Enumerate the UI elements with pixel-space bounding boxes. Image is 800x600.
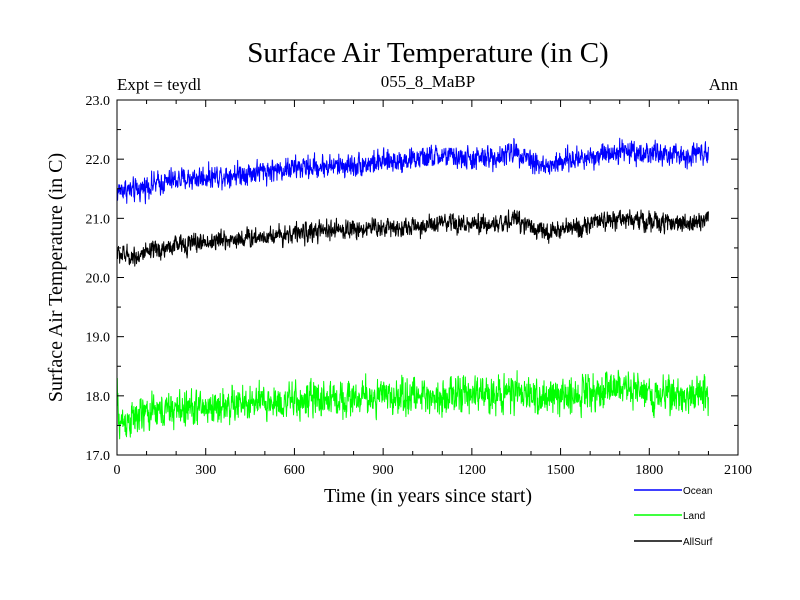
series-layer — [116, 137, 709, 440]
series-line-allsurf — [116, 209, 709, 267]
plot-frame — [116, 99, 739, 456]
ticks-layer: 0 300 600 900 1200 1500 1800 2100 17.0 18.0 19.0 20… — [86, 94, 753, 478]
legend-item-allsurf: AllSurf — [634, 537, 713, 548]
chart-title: Surface Air Temperature (in C) — [247, 37, 608, 69]
legend-label-ocean: Ocean — [683, 486, 712, 497]
x-tick-label: 1800 — [635, 463, 663, 478]
y-tick-label: 17.0 — [86, 449, 111, 464]
y-tick-label: 23.0 — [86, 94, 111, 109]
x-tick-label: 600 — [284, 463, 305, 478]
x-tick-label: 900 — [373, 463, 394, 478]
legend-item-land: Land — [634, 511, 705, 522]
series-line-ocean — [116, 137, 709, 205]
x-tick-label: 1500 — [547, 463, 575, 478]
legend-label-allsurf: AllSurf — [683, 537, 713, 548]
legend: Ocean Land AllSurf — [634, 486, 713, 548]
y-tick-label: 22.0 — [86, 153, 111, 168]
season-label: Ann — [709, 75, 739, 94]
x-tick-label: 1200 — [458, 463, 486, 478]
y-axis-label: Surface Air Temperature (in C) — [45, 153, 67, 402]
x-tick-label: 0 — [114, 463, 121, 478]
x-axis-label: Time (in years since start) — [324, 485, 532, 507]
period-label: 055_8_MaBP — [381, 72, 475, 91]
y-tick-label: 20.0 — [86, 272, 111, 287]
x-tick-label: 300 — [195, 463, 216, 478]
x-tick-label: 2100 — [724, 463, 752, 478]
y-tick-label: 21.0 — [86, 212, 111, 227]
y-tick-label: 18.0 — [86, 390, 111, 405]
legend-label-land: Land — [683, 511, 705, 522]
series-line-land — [116, 369, 709, 440]
y-tick-label: 19.0 — [86, 331, 111, 346]
legend-item-ocean: Ocean — [634, 486, 712, 497]
experiment-label: Expt = teydl — [117, 75, 201, 94]
